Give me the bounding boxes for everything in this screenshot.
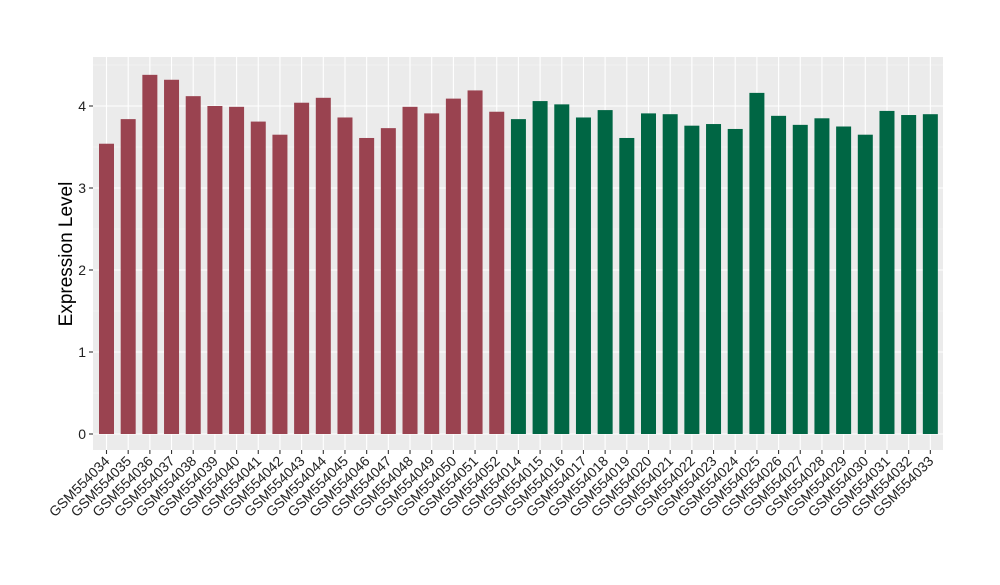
bar (359, 137, 375, 435)
bar (857, 134, 873, 434)
bars (99, 74, 938, 435)
y-tick-label: 3 (78, 180, 86, 196)
bar (142, 74, 158, 434)
y-tick-label: 0 (78, 426, 86, 442)
bar (575, 117, 591, 434)
bar (641, 113, 656, 434)
bar (597, 110, 613, 434)
bar (164, 79, 180, 434)
bar (901, 115, 917, 435)
y-tick-label: 2 (78, 262, 86, 278)
y-axis-title: Expression Level (56, 182, 77, 327)
bar (684, 125, 700, 435)
y-axis: 0 1 2 3 4 (78, 98, 93, 442)
bar (424, 113, 440, 434)
bar (814, 118, 830, 435)
bar (749, 92, 765, 434)
bar (510, 119, 526, 435)
bar (250, 121, 266, 434)
bar (922, 114, 938, 434)
bar (792, 124, 808, 435)
bar (619, 137, 635, 435)
bar (771, 115, 787, 434)
bar (489, 111, 505, 435)
bar (207, 106, 223, 434)
bar (727, 128, 743, 434)
bar (337, 117, 353, 434)
x-axis: GSM554034GSM554035GSM554036GSM554037GSM5… (46, 450, 937, 520)
bar (402, 106, 418, 434)
bar (532, 101, 548, 434)
bar (662, 114, 678, 434)
bar (554, 104, 570, 435)
bar (272, 134, 288, 434)
bar (99, 143, 114, 434)
bar (879, 110, 895, 435)
bar (445, 98, 461, 435)
bar (120, 119, 136, 435)
bar (294, 102, 310, 434)
bar (380, 128, 396, 434)
bar (315, 97, 331, 435)
bar (229, 106, 245, 434)
y-tick-label: 4 (78, 98, 86, 114)
bar (467, 90, 483, 435)
bar (706, 124, 722, 434)
bar (836, 126, 852, 434)
bar (185, 96, 201, 434)
y-tick-label: 1 (78, 344, 86, 360)
